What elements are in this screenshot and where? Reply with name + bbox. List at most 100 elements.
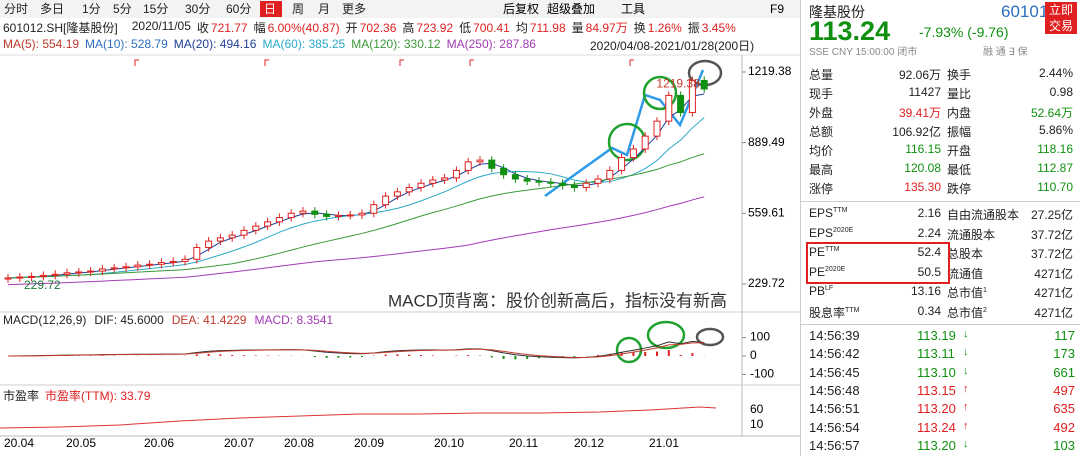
divider [801,324,1080,325]
quote-item: 振 3.45% [688,19,736,36]
field-value: 37.72亿 [1030,247,1073,261]
pe-value: 市盈率(TTM): 33.79 [45,389,151,403]
candle [287,212,295,219]
quote-item: 收 721.77 [197,19,248,36]
event-flag [134,59,139,66]
candle [110,267,118,270]
tool-button: 工具 [621,2,645,16]
quote-label: 幅 [253,21,266,35]
candle [122,266,130,269]
field-sup: TTM [825,246,840,253]
field-label: 量比 [947,87,972,101]
pe-title: 市盈率 [3,389,40,403]
candle [665,94,673,122]
field-sup: 1 [983,287,987,294]
tick-time: 14:56:48 [809,382,860,398]
field-label: 换手 [947,68,972,82]
field-value: 106.92亿 [892,125,941,139]
quote-label: 均 [515,21,528,35]
tick-price: 113.20 [917,437,956,453]
quote-label: 量 [571,21,584,35]
tick-volume: 497 [1053,382,1075,398]
candle [346,214,354,217]
period-tab: 更多 [342,2,366,16]
candle [311,210,319,215]
candle [98,268,106,272]
candle [405,187,413,193]
field-value: 50.5 [917,264,941,279]
tick-arrow: ↑ [963,382,969,395]
tick-time: 14:56:42 [809,346,860,362]
period-tab: 1分 [82,2,101,16]
field-value: 52.4 [917,245,941,259]
field-label: 自由流通股本 [947,208,1020,222]
field-value: 39.41万 [898,106,941,120]
candle [334,214,342,217]
tick-arrow: ↓ [963,346,969,359]
candle [216,237,224,242]
field-value: 120.08 [904,161,941,175]
field-label: 流通股本 [947,227,996,242]
field-value: 37.72亿 [1030,227,1073,242]
candle [51,273,59,276]
toolbar-bg [0,0,800,18]
field-label: 总市值1 [947,286,987,300]
field-label: 总市值2 [947,305,987,320]
field-label: 均价 [809,144,834,158]
candle [500,167,508,176]
y-tick-label: 1219.38 [748,64,792,78]
candle [523,178,531,182]
y-tick-label: 559.61 [748,206,785,220]
field-value: 4271亿 [1034,266,1073,281]
field-label: 现手 [809,87,834,101]
candle [618,157,626,171]
tool-button: 超级叠加 [547,1,595,16]
candle [228,234,236,239]
tick-volume: 661 [1053,364,1075,380]
highlight-circle [615,336,643,364]
candle [157,262,165,265]
tick-time: 14:56:57 [809,437,860,453]
quote-item: 换 1.26% [634,19,682,36]
candle [606,169,614,180]
field-value: 110.70 [1037,180,1073,194]
candle [193,247,201,260]
field-value: 0.98 [1049,85,1073,99]
field-sup: TTM [845,306,860,314]
field-value: 13.16 [910,284,941,298]
candle [146,263,154,266]
low-label: 229.72 [24,278,61,292]
ma-line [7,117,705,279]
field-value: 4271亿 [1034,286,1073,300]
candle [641,135,649,150]
ma-line [7,196,705,286]
candle [452,169,460,179]
candle [275,217,283,223]
trade-button[interactable]: 立即交易 [1045,2,1077,34]
highlight-circle [642,75,678,111]
quote-value: 711.98 [529,21,566,35]
quote-item: 均 711.98 [516,19,566,36]
tick-time: 14:56:51 [809,401,860,417]
y-tick-label: 229.72 [748,276,785,290]
field-label: EPS2020E [809,225,854,240]
field-label: 振幅 [947,125,972,139]
tick-volume: 103 [1053,437,1075,453]
candle [205,240,213,249]
macd-dif: DIF: 45.6000 [94,313,164,327]
badges: 融 通 ∃ 保 [983,47,1028,58]
candle [511,174,519,180]
macd-dea: DEA: 41.4229 [171,313,247,327]
pe-header: 市盈率 市盈率(TTM): 33.79 [3,387,150,404]
candle [169,260,177,264]
tick-volume: 173 [1053,346,1075,362]
candle [582,182,590,189]
quote-value: 721.77 [210,21,248,35]
ma-value: MA(60): 385.25 [262,37,346,51]
field-label: 总额 [809,125,834,139]
candle [393,191,401,197]
field-label: 最高 [809,163,834,177]
high-label: 1219.38 [656,77,700,91]
quote-item: 高 723.92 [402,19,453,36]
candle [547,181,555,184]
